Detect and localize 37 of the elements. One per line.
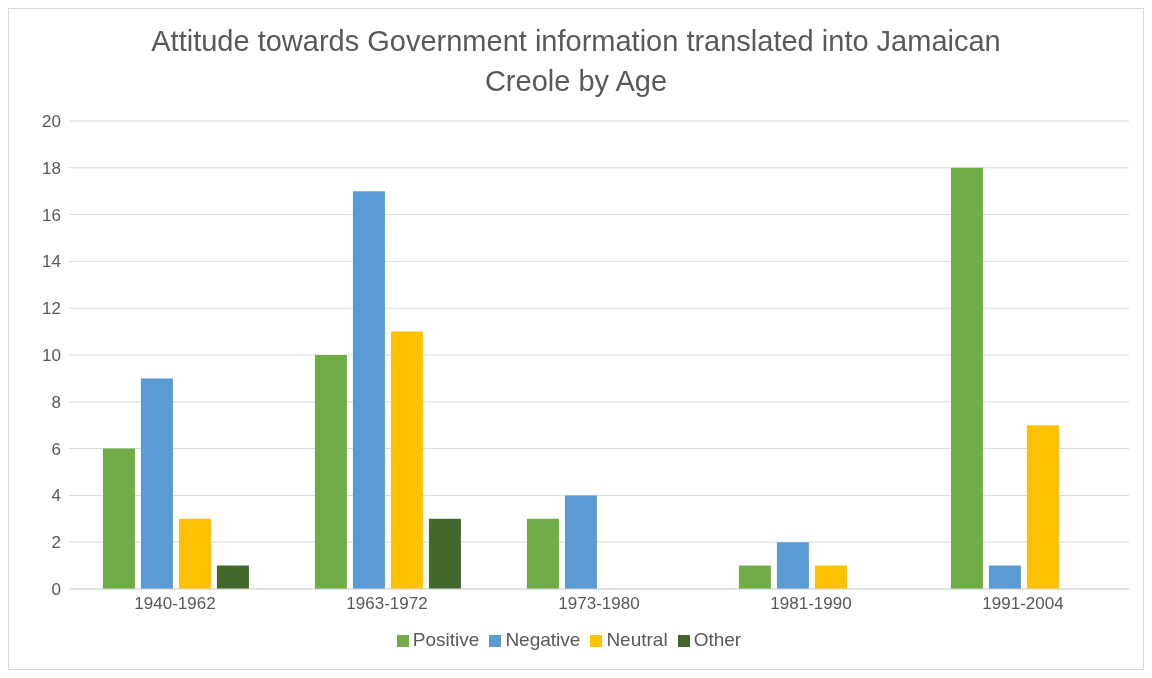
y-tick-label: 6 [51, 439, 61, 459]
y-tick-label: 2 [51, 533, 61, 553]
y-tick-label: 12 [42, 299, 61, 319]
bar [314, 355, 347, 589]
legend-label: Negative [505, 629, 581, 650]
legend-label: Neutral [606, 629, 668, 650]
y-tick-label: 8 [51, 392, 61, 412]
y-tick-label: 18 [42, 158, 61, 178]
legend-label: Other [693, 629, 742, 650]
x-tick-label: 1991-2004 [982, 594, 1064, 614]
bar [564, 495, 597, 589]
bar [216, 565, 249, 589]
bar [1026, 425, 1059, 589]
y-tick-label: 10 [42, 346, 61, 366]
bar [988, 565, 1021, 589]
bar [102, 448, 135, 589]
bar [526, 518, 559, 589]
y-tick-label: 4 [51, 486, 61, 506]
x-tick-label: 1973-1980 [558, 594, 640, 614]
y-tick-label: 14 [42, 252, 61, 272]
x-tick-label: 1963-1972 [346, 594, 428, 614]
x-tick-label: 1940-1962 [134, 594, 216, 614]
bar [738, 565, 771, 589]
legend-label: Positive [412, 629, 480, 650]
y-tick-label: 0 [51, 580, 61, 600]
x-tick-label: 1981-1990 [770, 594, 852, 614]
bar [776, 542, 809, 589]
bar [428, 518, 461, 589]
bar [178, 518, 211, 589]
y-tick-label: 20 [42, 112, 61, 132]
chart-title: Attitude towards Government information translated into Jamaican Creole by Age [150, 24, 1002, 99]
bar [390, 331, 423, 589]
bar [950, 167, 983, 589]
bar [140, 378, 173, 589]
bar [814, 565, 847, 589]
y-tick-label: 16 [42, 205, 61, 225]
bar [352, 191, 385, 589]
